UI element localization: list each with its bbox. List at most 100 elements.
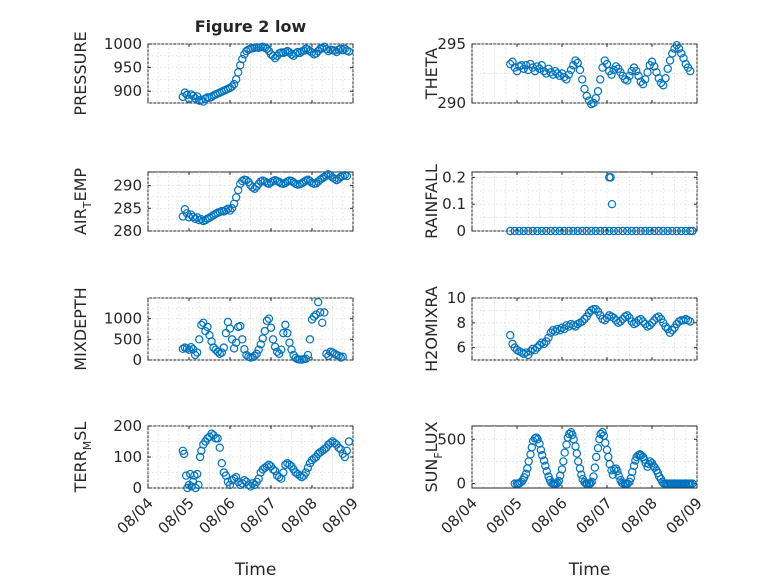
data-point [551,226,560,236]
data-point [250,351,259,361]
data-point [668,226,677,236]
data-point [221,205,231,215]
data-point [201,215,210,225]
data-point [225,324,235,333]
data-point [190,350,200,360]
data-point [582,226,591,236]
data-point [656,78,666,88]
data-point [219,343,229,352]
y-tick-label: 1000 [104,310,142,328]
data-point [320,445,329,454]
data-point [268,465,278,474]
data-point [560,72,569,82]
data-point [654,226,663,236]
data-point [281,320,290,330]
data-point [688,479,697,488]
data-point [632,226,641,236]
data-point [533,343,542,352]
data-point [659,226,668,236]
data-point [530,66,540,76]
data-point [186,342,196,352]
series-markers [506,40,695,109]
minor-grid [471,172,698,232]
data-point [227,204,237,213]
data-point [528,226,537,236]
data-point [283,328,292,338]
data-point [301,468,311,477]
data-point [270,466,280,476]
data-point [221,328,231,338]
data-point [223,204,233,213]
series-markers [178,170,352,226]
data-point [252,349,261,358]
data-point [197,214,206,224]
data-point [266,323,276,332]
data-point [569,61,578,70]
data-point [291,353,300,363]
data-point [213,434,222,443]
data-point [256,340,265,349]
data-point [330,349,339,358]
data-point [533,62,542,71]
data-point [611,62,621,71]
data-point [589,304,598,314]
data-point [217,348,226,357]
data-point [533,435,542,444]
data-point [645,226,654,236]
data-point [238,335,247,344]
y-tick-label: 280 [113,222,142,240]
y-axis-label: TERRMSL [71,422,94,494]
x-tick-label: 08/04 [114,494,157,537]
data-point [613,466,622,476]
data-point [663,226,672,236]
data-point [275,472,284,482]
data-point [194,480,203,490]
data-point [636,314,645,324]
data-point [559,457,568,466]
data-point [231,472,241,482]
data-point [338,352,347,361]
data-point [623,76,632,85]
y-axis-label: THETA [422,48,441,100]
data-point [650,226,659,236]
series-markers [510,428,697,488]
data-point [554,476,564,486]
data-point [281,178,290,188]
subplot-5: 0 500 1000 MIXDEPTH [71,287,354,371]
data-point [526,347,535,356]
y-tick-label: 950 [113,59,142,77]
data-point [564,226,573,236]
data-point [342,446,352,455]
data-point [299,46,308,55]
y-axis-label: MIXDEPTH [71,287,90,370]
data-point [663,64,672,73]
data-point [539,456,549,465]
data-point [527,443,537,452]
data-point [596,226,605,236]
data-point [591,226,600,236]
data-point [582,91,591,101]
data-point [524,226,533,236]
data-point [638,317,648,326]
data-point [330,438,339,448]
data-point [277,345,286,354]
data-point [229,79,239,89]
data-point [636,226,645,236]
data-point [309,454,319,463]
data-point [577,470,586,479]
data-point [506,331,515,340]
data-point [299,177,308,187]
data-point [575,464,585,473]
data-point [661,322,670,331]
data-point [580,314,589,324]
x-tick-label: 08/05 [483,494,526,537]
y-tick-label: 290 [113,177,142,195]
x-axis-label: Time [568,560,611,580]
data-point [517,477,526,486]
subplot-1: 900 950 1000 PRESSURE Figure 2 low [71,17,354,116]
data-point [661,74,670,83]
data-point [636,77,645,86]
data-point [270,53,280,63]
